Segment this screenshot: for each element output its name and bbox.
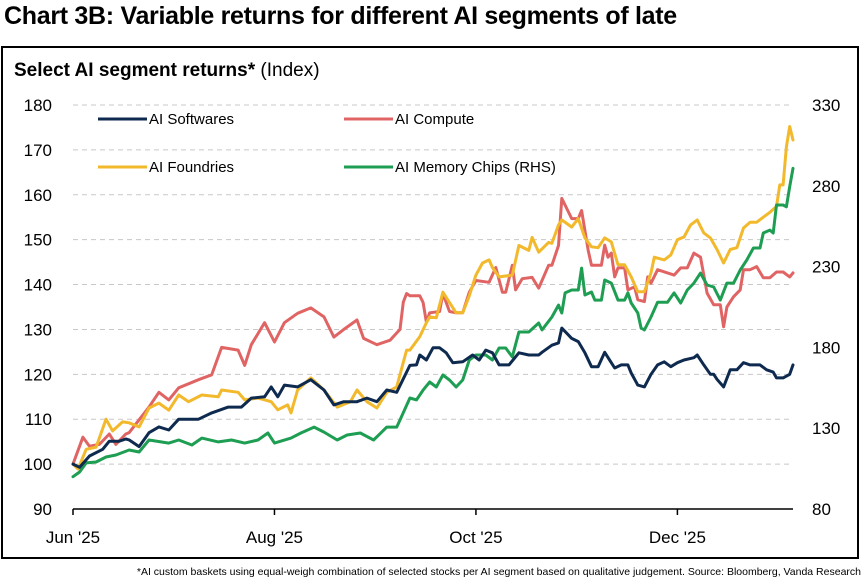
legend-item-ai-compute: AI Compute [344, 111, 474, 128]
chart-title: Select AI segment returns* (Index) [14, 60, 320, 82]
page-title: Chart 3B: Variable returns for different… [4, 2, 677, 30]
y-left-tick-label: 160 [24, 186, 52, 205]
chart-title-unit: (Index) [260, 60, 320, 81]
footnote: *AI custom baskets using equal-weigh com… [136, 566, 861, 578]
legend-label: AI Foundries [149, 159, 234, 176]
legend: AI Softwares AI Compute AI Foundries AI Mem… [98, 111, 556, 176]
y-left-tick-label: 150 [24, 231, 52, 250]
legend-label: AI Memory Chips (RHS) [395, 159, 556, 176]
y-left-tick-label: 180 [24, 96, 52, 115]
y-right-tick-label: 130 [812, 419, 840, 438]
y-left-tick-label: 140 [24, 276, 52, 295]
axes: 90 100 110 120 130 140 150 160 170 180 80 130 180 230… [24, 96, 841, 547]
series-line-ai-softwares [71, 326, 795, 469]
y-left-tick-label: 110 [25, 410, 52, 429]
legend-label: AI Compute [395, 111, 474, 128]
series-lines [71, 125, 795, 479]
y-right-tick-label: 280 [812, 177, 840, 196]
chart-frame [1, 46, 859, 559]
legend-item-ai-softwares: AI Softwares [98, 111, 234, 128]
chart-title-main: Select AI segment returns* [14, 60, 256, 81]
series-line-ai-memory-chips-rhs [71, 166, 795, 479]
series-line-ai-compute [71, 196, 795, 466]
x-tick-label: Dec '25 [649, 528, 706, 547]
x-tick-label: Oct '25 [449, 528, 502, 547]
legend-item-ai-memory-chips-rhs: AI Memory Chips (RHS) [344, 159, 556, 176]
series-line-ai-foundries [71, 125, 795, 471]
y-right-tick-label: 180 [812, 338, 840, 357]
y-left-tick-label: 130 [24, 320, 52, 339]
y-left-tick-label: 170 [24, 141, 52, 160]
y-right-tick-label: 80 [812, 500, 831, 519]
y-right-tick-label: 330 [812, 96, 840, 115]
legend-label: AI Softwares [149, 111, 234, 128]
x-tick-label: Jun '25 [46, 528, 100, 547]
y-left-tick-label: 90 [33, 500, 52, 519]
legend-item-ai-foundries: AI Foundries [98, 159, 234, 176]
y-right-tick-label: 230 [812, 258, 840, 277]
y-left-tick-label: 100 [24, 455, 52, 474]
y-left-tick-label: 120 [24, 365, 52, 384]
x-tick-label: Aug '25 [246, 528, 303, 547]
